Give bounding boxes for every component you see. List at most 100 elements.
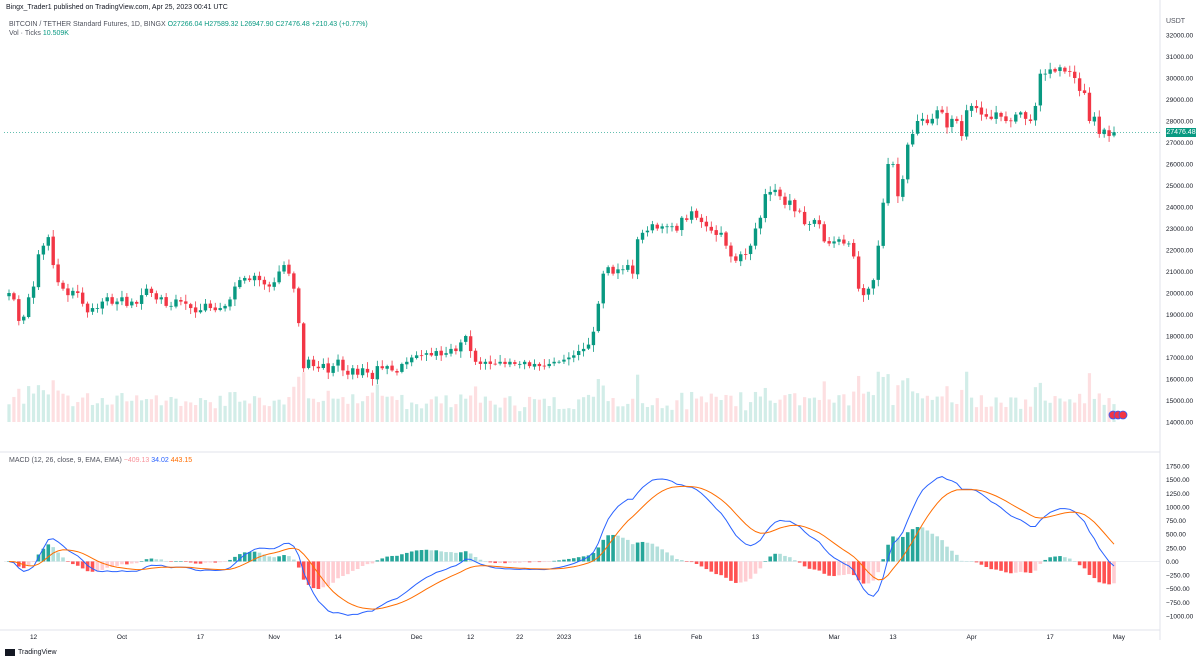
volume-bar [56, 390, 60, 422]
candle-body [247, 278, 252, 281]
volume-bar [596, 379, 600, 422]
volume-bar [1043, 400, 1047, 422]
volume-bar [483, 396, 487, 422]
volume-bar [36, 385, 41, 422]
macd-histogram-bar [149, 558, 154, 562]
macd-histogram-bar [188, 561, 193, 563]
macd-histogram-bar [940, 540, 944, 562]
volume-bar [636, 374, 640, 422]
candle-body [680, 217, 684, 231]
candle-body [513, 362, 517, 364]
macd-histogram-bar [1009, 561, 1013, 574]
candle-body [743, 254, 748, 255]
macd-histogram-bar [80, 561, 85, 569]
candle-body [478, 361, 483, 364]
volume-bar [390, 396, 394, 422]
candle-body [861, 288, 866, 296]
macd-histogram-bar [768, 556, 773, 562]
candle-body [154, 293, 159, 300]
macd-tick-label: 1500.00 [1166, 477, 1190, 484]
macd-histogram-bar [694, 561, 699, 564]
candle-body [576, 351, 581, 356]
macd-histogram-bar [606, 535, 610, 562]
macd-line-value: 34.02 [151, 457, 169, 464]
candle-body [331, 366, 335, 373]
macd-histogram-bar [1087, 561, 1092, 575]
volume-bar [788, 393, 792, 422]
volume-bar [989, 406, 993, 422]
volume-bar [326, 390, 330, 422]
volume-bar [812, 397, 817, 422]
macd-histogram-bar [26, 561, 31, 566]
volume-bar [881, 376, 885, 422]
volume-bar [321, 400, 325, 422]
candle-body [46, 237, 50, 246]
candle-body [1053, 68, 1057, 72]
macd-histogram-bar [306, 561, 311, 585]
macd-histogram-bar [1102, 561, 1106, 584]
volume-bar [660, 408, 664, 422]
volume-bar [773, 402, 777, 422]
candle-body [1107, 130, 1111, 137]
candle-body [807, 224, 812, 225]
macd-histogram-bar [46, 544, 51, 562]
macd-histogram-bar [842, 561, 846, 575]
candle-body [1112, 132, 1116, 136]
volume-bar [311, 398, 316, 422]
macd-histogram-bar [1023, 561, 1028, 573]
macd-histogram-bar [773, 553, 777, 562]
price-tick-label: 18000.00 [1166, 334, 1193, 341]
candle-body [699, 217, 704, 223]
volume-bar [513, 405, 517, 422]
candle-body [527, 362, 532, 367]
tradingview-logo[interactable]: TradingView [5, 649, 57, 656]
time-tick-label: 17 [1047, 634, 1055, 641]
volume-bar [1014, 397, 1018, 422]
volume-bar [17, 388, 21, 422]
volume-bar [189, 402, 193, 422]
time-tick-label: Oct [117, 634, 127, 641]
volume-bar [415, 404, 419, 422]
candle-body [1043, 73, 1047, 75]
candle-body [960, 121, 964, 137]
candle-body [704, 221, 709, 227]
candle-body [100, 301, 105, 309]
volume-bar [208, 402, 212, 422]
macd-histogram-bar [542, 561, 547, 563]
macd-histogram-bar [910, 529, 915, 562]
volume-bar [601, 385, 605, 422]
macd-histogram-bar [1013, 561, 1018, 573]
candle-body [552, 361, 556, 364]
macd-histogram-bar [228, 559, 232, 562]
candle-body [837, 239, 841, 242]
candle-body [208, 303, 213, 309]
candle-body [508, 361, 512, 365]
volume-bar [164, 400, 168, 422]
candle-body [689, 211, 694, 220]
macd-histogram-bar [395, 555, 399, 562]
macd-histogram-bar [660, 549, 664, 562]
candle-body [896, 163, 900, 197]
price-tick-label: 30000.00 [1166, 76, 1193, 83]
volume-bar [798, 405, 802, 422]
macd-histogram-bar [287, 556, 291, 562]
candle-body [562, 359, 566, 362]
volume-bar [753, 391, 758, 422]
candle-body [601, 273, 605, 304]
macd-histogram-bar [881, 559, 885, 562]
candle-body [76, 291, 80, 293]
price-tick-label: 32000.00 [1166, 33, 1193, 40]
volume-bar [744, 410, 748, 422]
macd-histogram-bar [964, 561, 969, 562]
macd-histogram-bar [901, 536, 905, 562]
volume-bar [655, 398, 659, 422]
candle-body [105, 297, 109, 302]
candle-body [429, 352, 434, 356]
macd-histogram-bar [734, 561, 738, 583]
macd-histogram-bar [591, 553, 596, 562]
candle-body [395, 371, 399, 373]
macd-histogram-bar [41, 548, 46, 562]
volume-bar [984, 406, 988, 422]
volume-bar [901, 380, 905, 422]
macd-histogram-bar [984, 561, 989, 568]
